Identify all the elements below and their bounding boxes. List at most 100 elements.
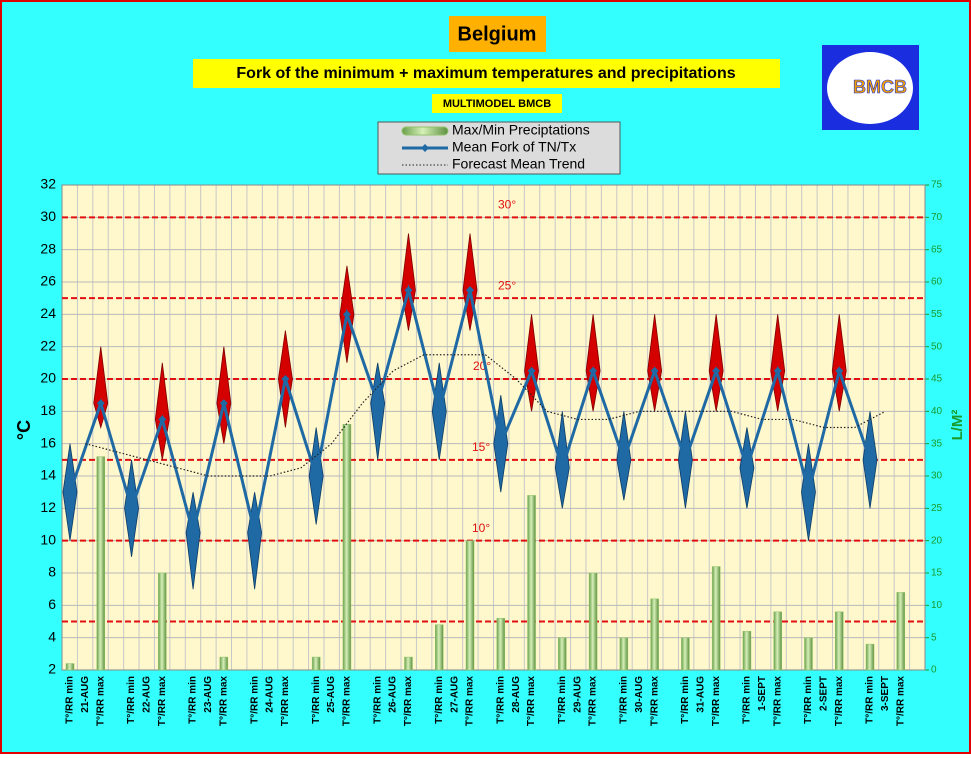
date-label: 31-AUG	[695, 676, 706, 713]
y-tick-label: 24	[40, 305, 56, 321]
y-tick-label: 20	[40, 370, 56, 386]
legend-marker	[421, 144, 429, 152]
x-tick-label: T°/RR max	[895, 676, 906, 727]
precipitation-bar	[835, 611, 844, 671]
mean-marker	[712, 366, 721, 375]
legend-label: Mean Fork of TN/Tx	[452, 139, 576, 155]
mean-marker	[373, 399, 382, 408]
y-tick-label: 6	[48, 596, 56, 612]
precipitation-bar	[619, 637, 629, 671]
x-tick-label: T°/RR min	[495, 676, 506, 724]
mean-marker	[219, 399, 228, 408]
fork-diamond	[524, 314, 539, 412]
x-tick-label: T°/RR min	[803, 676, 814, 724]
y-tick-label: 14	[40, 467, 56, 483]
y2-tick-label: 55	[931, 309, 943, 320]
x-tick-label: T°/RR max	[403, 676, 414, 727]
date-label: 3-SEPT	[880, 676, 891, 711]
precipitation-bar	[865, 643, 875, 671]
mean-marker	[742, 463, 751, 472]
y-tick-label: 12	[40, 499, 56, 515]
y2-tick-label: 35	[931, 438, 943, 449]
y-tick-label: 10	[40, 531, 56, 547]
fork-diamond	[708, 314, 724, 412]
mean-marker	[804, 488, 813, 497]
y2-tick-label: 60	[931, 277, 943, 288]
y-tick-label: 30	[40, 208, 56, 224]
mean-marker	[66, 488, 74, 497]
precipitation-bar	[496, 618, 506, 671]
mean-marker	[527, 366, 536, 375]
y2-tick-label: 30	[931, 471, 943, 482]
date-label: 1-SEPT	[757, 676, 768, 711]
x-tick-label: T°/RR min	[65, 676, 76, 724]
y2-axis-label: L/M²	[949, 410, 966, 441]
mean-marker	[866, 455, 875, 464]
y2-tick-label: 15	[931, 568, 943, 579]
y-axis-label: °C	[14, 420, 34, 440]
x-tick-label: T°/RR min	[557, 676, 568, 724]
x-tick-label: T°/RR max	[280, 676, 291, 727]
y-tick-label: 28	[40, 240, 56, 256]
date-label: 26-AUG	[388, 676, 399, 713]
reference-label: 30°	[498, 198, 516, 212]
date-label: 22-AUG	[142, 676, 153, 713]
fork-diamond	[585, 314, 601, 412]
logo-disc	[827, 52, 913, 124]
mean-marker	[189, 528, 198, 537]
x-tick-label: T°/RR min	[188, 676, 199, 724]
mean-marker	[835, 366, 844, 375]
mean-marker	[158, 415, 167, 424]
x-tick-label: T°/RR max	[218, 676, 229, 727]
reference-label: 10°	[472, 521, 490, 535]
precipitation-bar	[711, 566, 721, 671]
mean-marker	[127, 504, 136, 513]
precipitation-bar	[527, 495, 536, 671]
date-label: 24-AUG	[265, 676, 276, 713]
y2-tick-label: 10	[931, 600, 943, 611]
mean-marker	[681, 455, 690, 464]
precipitation-bar	[219, 656, 229, 671]
x-tick-label: T°/RR min	[619, 676, 630, 724]
precipitation-bar	[434, 624, 444, 671]
precipitation-bar	[804, 637, 813, 671]
chart-title: Belgium	[458, 23, 537, 45]
precipitation-bar	[773, 611, 782, 671]
y2-tick-label: 40	[931, 406, 943, 417]
x-tick-label: T°/RR min	[434, 676, 445, 724]
date-label: 21-AUG	[80, 676, 91, 713]
date-label: 2-SEPT	[819, 676, 830, 711]
precipitation-bar	[158, 572, 167, 671]
y2-tick-label: 70	[931, 212, 943, 223]
reference-label: 15°	[472, 440, 490, 454]
y2-tick-label: 45	[931, 374, 943, 385]
x-tick-label: T°/RR min	[126, 676, 137, 724]
x-tick-label: T°/RR max	[711, 676, 722, 727]
mean-marker	[404, 286, 413, 295]
y-tick-label: 22	[40, 337, 56, 353]
precipitation-bar	[65, 663, 75, 671]
mean-marker	[773, 366, 782, 375]
mean-marker	[312, 472, 321, 480]
subtitle-box	[193, 59, 780, 88]
x-tick-label: T°/RR max	[342, 676, 353, 727]
legend-label: Forecast Mean Trend	[452, 156, 585, 172]
mean-marker	[435, 407, 444, 416]
mean-marker	[650, 366, 659, 375]
source-box	[432, 94, 562, 113]
precipitation-bar	[96, 456, 106, 671]
precipitation-bar	[681, 637, 690, 671]
y2-tick-label: 20	[931, 535, 943, 546]
x-tick-label: T°/RR min	[865, 676, 876, 724]
date-label: 28-AUG	[511, 676, 522, 713]
y-tick-label: 8	[48, 564, 56, 580]
y2-tick-label: 75	[931, 180, 943, 191]
x-tick-label: T°/RR max	[95, 676, 106, 727]
y-tick-label: 26	[40, 273, 56, 289]
mean-marker	[619, 455, 628, 464]
y2-tick-label: 65	[931, 244, 943, 255]
y-tick-label: 16	[40, 434, 56, 450]
precipitation-bar	[404, 656, 413, 671]
logo-text: BMCB	[853, 77, 907, 97]
